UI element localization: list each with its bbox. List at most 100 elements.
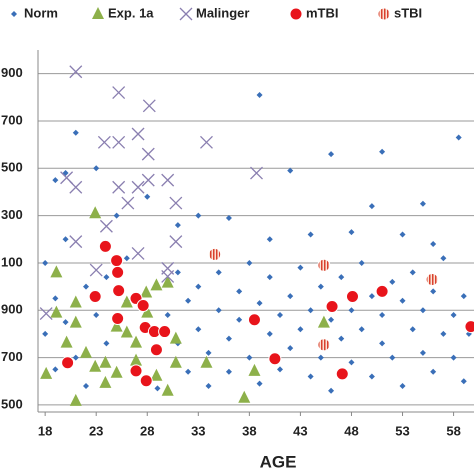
point [297, 326, 304, 333]
point [69, 65, 83, 79]
point [69, 295, 82, 308]
point [399, 297, 406, 304]
point [328, 387, 335, 394]
point [112, 180, 126, 194]
point [174, 269, 181, 276]
legend-label: sTBI [394, 5, 422, 20]
y-tick-label: 100 [1, 254, 23, 269]
point [123, 255, 130, 262]
point [328, 316, 335, 323]
point [185, 368, 192, 375]
point [268, 352, 282, 366]
point [39, 307, 53, 321]
point [348, 307, 355, 314]
point [112, 284, 126, 298]
point [399, 231, 406, 238]
point [130, 335, 143, 348]
point [328, 151, 335, 158]
legend-item: Norm [11, 5, 58, 20]
point [98, 239, 112, 253]
point [430, 368, 437, 375]
series [40, 206, 330, 406]
point [82, 283, 89, 290]
series [42, 91, 472, 394]
x-tick-label: 18 [38, 423, 52, 438]
point [42, 259, 49, 266]
point [307, 231, 314, 238]
point [141, 147, 155, 161]
point [205, 349, 212, 356]
point [150, 278, 163, 291]
point [307, 373, 314, 380]
x-tick-label: 53 [395, 423, 409, 438]
point [142, 99, 156, 113]
point [69, 180, 83, 194]
y-tick-label: 900 [1, 65, 23, 80]
point [185, 297, 192, 304]
point [276, 311, 283, 318]
point [464, 320, 474, 334]
point [289, 7, 303, 21]
point [11, 11, 17, 17]
point [266, 236, 273, 243]
point [110, 365, 123, 378]
point [195, 283, 202, 290]
point [158, 325, 172, 339]
point [399, 382, 406, 389]
point [450, 311, 457, 318]
point [150, 368, 163, 381]
point [179, 7, 193, 21]
point [225, 335, 232, 342]
point [82, 382, 89, 389]
y-tick-label: 900 [1, 302, 23, 317]
point [92, 7, 104, 19]
point [69, 315, 82, 328]
point [79, 345, 92, 358]
point [110, 254, 124, 268]
point [419, 349, 426, 356]
point [120, 295, 133, 308]
y-tick-label: 500 [1, 160, 23, 175]
point [164, 311, 171, 318]
point [140, 285, 153, 298]
point [144, 193, 151, 200]
point [450, 354, 457, 361]
point [195, 212, 202, 219]
point [256, 91, 263, 98]
point [112, 86, 126, 100]
point [419, 200, 426, 207]
point [61, 356, 75, 370]
point [131, 127, 145, 141]
x-tick-label: 48 [344, 423, 358, 438]
point [250, 166, 263, 180]
point [287, 167, 294, 174]
point [129, 364, 143, 378]
point [89, 263, 103, 277]
point [52, 295, 59, 302]
point [113, 212, 120, 219]
point [169, 331, 182, 344]
point [62, 236, 69, 243]
point [455, 134, 462, 141]
point [97, 135, 111, 149]
point [317, 283, 324, 290]
point [248, 363, 261, 376]
point [99, 375, 112, 388]
y-tick-label: 500 [1, 396, 23, 411]
point [276, 366, 283, 373]
point [169, 355, 182, 368]
point [141, 173, 155, 187]
point [208, 247, 222, 261]
point [50, 265, 63, 278]
point [389, 354, 396, 361]
point [69, 235, 83, 249]
point [200, 135, 213, 149]
point [379, 311, 386, 318]
series [208, 247, 439, 352]
x-tick-label: 28 [140, 423, 154, 438]
point [460, 378, 467, 385]
point [99, 219, 113, 233]
point [317, 315, 330, 328]
point [99, 355, 112, 368]
point [440, 330, 447, 337]
